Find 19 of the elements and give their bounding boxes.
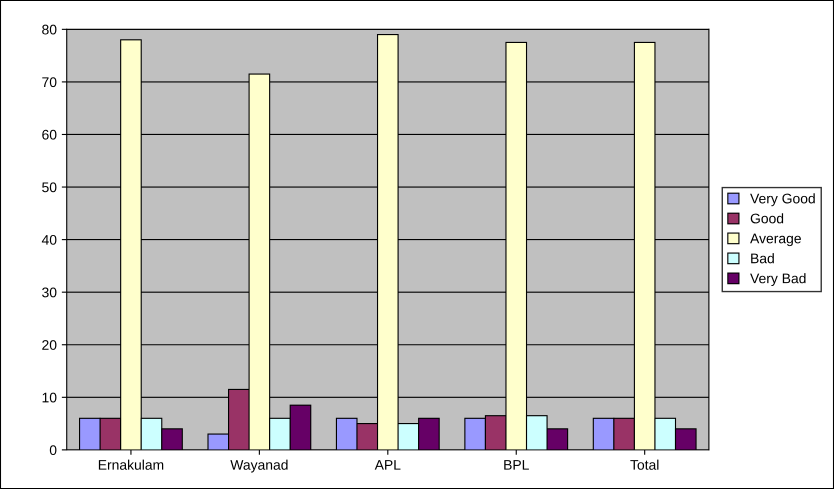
y-tick-label: 30 (42, 288, 56, 298)
y-tick-label: 80 (42, 24, 56, 35)
y-tick-label: 70 (42, 77, 56, 88)
x-tick-label: Ernakulam (98, 460, 164, 470)
x-tick-label: Total (630, 460, 658, 470)
x-tick-label: BPL (504, 460, 529, 470)
legend-label: Very Bad (750, 273, 806, 286)
y-tick-label: 50 (42, 182, 56, 192)
y-tick-label: 10 (42, 392, 56, 402)
legend-label: Good (750, 213, 784, 224)
y-tick-label: 60 (42, 130, 56, 140)
legend-label: Bad (751, 253, 774, 264)
x-tick-label: Wayanad (230, 460, 288, 473)
y-tick-label: 40 (42, 234, 56, 245)
legend-label: Average (750, 234, 801, 246)
y-tick-label: 0 (50, 445, 56, 456)
x-tick-label: APL (374, 460, 400, 470)
y-tick-label: 20 (42, 340, 56, 350)
legend-label: Very Good (750, 193, 815, 206)
